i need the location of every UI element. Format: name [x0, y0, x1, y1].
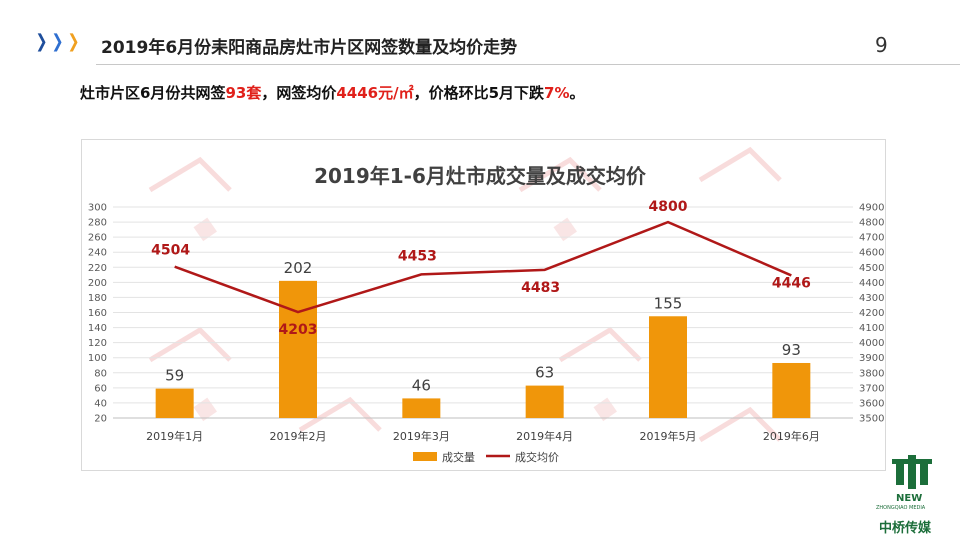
x-tick-label: 2019年2月 [270, 429, 327, 443]
bar-2019年6月 [772, 362, 811, 418]
line-data-label: 4483 [521, 280, 560, 296]
y-right-tick-label: 4000 [859, 338, 884, 349]
y-right-tick-label: 4600 [859, 248, 884, 259]
y-right-tick-label: 4400 [859, 278, 884, 289]
summary-pct: 7% [544, 84, 570, 102]
y-left-tick-label: 280 [88, 218, 107, 229]
y-left-tick-label: 20 [94, 414, 107, 425]
y-right-tick-label: 4800 [859, 218, 884, 229]
y-right-tick-label: 4100 [859, 323, 884, 334]
y-left-tick-label: 180 [88, 293, 107, 304]
bar-2019年5月 [649, 316, 687, 418]
y-left-tick-label: 120 [88, 338, 107, 349]
y-left-tick-label: 300 [88, 203, 107, 214]
line-data-label: 4504 [151, 243, 190, 259]
legend-label-line: 成交均价 [515, 450, 559, 464]
line-data-label: 4800 [649, 199, 688, 215]
y-right-tick-label: 4700 [859, 233, 884, 244]
line-data-label: 4446 [772, 275, 811, 291]
bar-2019年1月 [155, 388, 194, 418]
zhongqiao-logo-icon [892, 455, 932, 489]
x-tick-label: 2019年5月 [640, 429, 697, 443]
bar-data-label: 46 [412, 376, 431, 394]
y-left-tick-label: 140 [88, 323, 107, 334]
logo-new-text: NEW [896, 493, 923, 504]
price-line [174, 220, 792, 314]
line-data-label: 4203 [279, 322, 318, 338]
y-left-tick-label: 260 [88, 233, 107, 244]
slide-header: ❯ ❯ ❯ 2019年6月份耒阳商品房灶市片区网签数量及均价走势 9 [0, 0, 960, 70]
y-right-tick-label: 3500 [859, 414, 884, 425]
y-right-tick-label: 3800 [859, 368, 884, 379]
summary-mid: ，网签均价 [261, 84, 337, 102]
y-left-tick-label: 160 [88, 308, 107, 319]
x-tick-label: 2019年4月 [516, 429, 573, 443]
y-right-tick-label: 4300 [859, 293, 884, 304]
bar-2019年2月 [279, 280, 317, 418]
legend-label-bar: 成交量 [442, 450, 475, 464]
logo-cn-text: 中桥传媒 [879, 521, 932, 536]
bar-2019年3月 [402, 398, 441, 418]
y-right-tick-label: 4500 [859, 263, 884, 274]
bar-data-label: 63 [535, 364, 554, 382]
y-right-tick-label: 4900 [859, 203, 884, 214]
y-right-tick-label: 3700 [859, 383, 884, 394]
y-left-tick-label: 240 [88, 248, 107, 259]
bar-data-label: 59 [165, 367, 184, 385]
line-data-label: 4453 [398, 248, 437, 264]
title-divider [96, 64, 960, 65]
legend-swatch-bar [413, 452, 437, 461]
chart-title: 2019年1-6月灶市成交量及成交均价 [314, 164, 646, 188]
y-left-tick-label: 220 [88, 263, 107, 274]
summary-price: 4446元/㎡ [336, 84, 414, 102]
x-tick-label: 2019年6月 [763, 429, 820, 443]
y-left-tick-label: 100 [88, 353, 107, 364]
summary-text: 灶市片区6月份共网签93套，网签均价4446元/㎡，价格环比5月下跌7%。 [80, 82, 585, 103]
summary-count: 93套 [225, 84, 262, 102]
chevrons-icon: ❯ ❯ ❯ [35, 31, 80, 52]
y-left-tick-label: 200 [88, 278, 107, 289]
summary-mid2: ，价格环比5月下跌 [413, 84, 545, 102]
y-left-tick-label: 60 [94, 383, 107, 394]
page-title: 2019年6月份耒阳商品房灶市片区网签数量及均价走势 [101, 38, 518, 58]
summary-suffix: 。 [569, 84, 585, 102]
y-left-tick-label: 40 [94, 398, 107, 409]
bar-2019年4月 [525, 385, 564, 418]
summary-prefix: 灶市片区6月份共网签 [80, 84, 226, 102]
y-right-tick-label: 4200 [859, 308, 884, 319]
bar-data-label: 202 [284, 259, 313, 277]
x-tick-label: 2019年3月 [393, 429, 450, 443]
logo-sub-text: ZHONGQIAO MEDIA [876, 505, 926, 511]
y-right-tick-label: 3900 [859, 353, 884, 364]
y-right-tick-label: 3600 [859, 398, 884, 409]
bar-data-label: 155 [654, 294, 683, 312]
page-number: 9 [875, 33, 888, 57]
x-tick-label: 2019年1月 [146, 429, 203, 443]
y-left-tick-label: 80 [94, 368, 107, 379]
bar-data-label: 93 [782, 341, 801, 359]
